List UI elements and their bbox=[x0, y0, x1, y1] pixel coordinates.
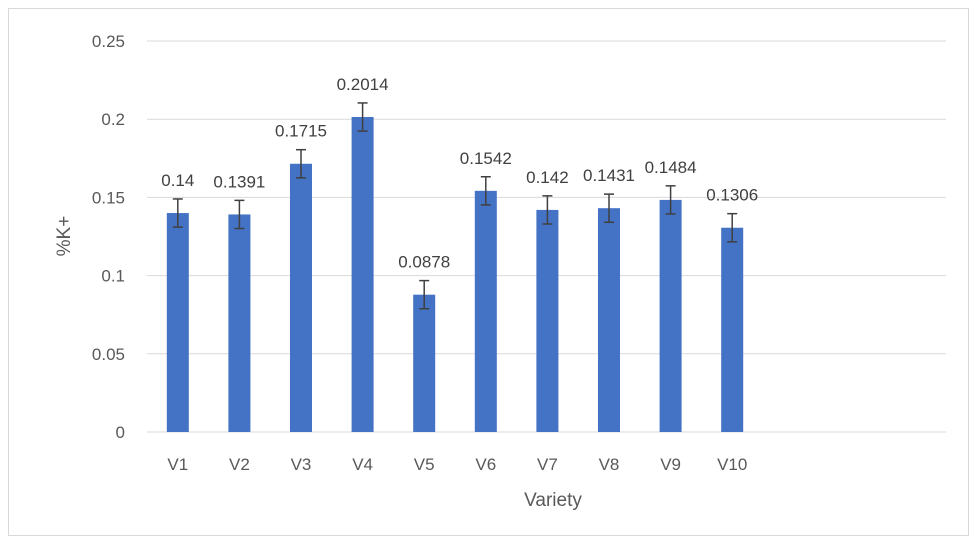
bars bbox=[166, 117, 744, 433]
data-label: 0.0878 bbox=[398, 253, 450, 272]
x-tick-label: V6 bbox=[475, 455, 496, 474]
data-label: 0.1431 bbox=[583, 166, 635, 185]
data-label: 0.14 bbox=[161, 171, 194, 190]
bar bbox=[290, 163, 312, 433]
bar bbox=[474, 190, 497, 432]
x-tick-label: V4 bbox=[352, 455, 373, 474]
bar bbox=[598, 208, 620, 432]
y-tick-label: 0.05 bbox=[92, 345, 125, 364]
y-axis-title: %K+ bbox=[54, 216, 75, 257]
y-tick-label: 0 bbox=[116, 423, 125, 442]
y-tick-label: 0.2 bbox=[101, 110, 125, 129]
x-axis-title: Variety bbox=[524, 490, 582, 511]
error-bar bbox=[234, 199, 245, 230]
error-bar bbox=[604, 193, 614, 224]
y-tick-label: 0.15 bbox=[92, 188, 125, 207]
error-bars bbox=[172, 102, 738, 310]
error-bar bbox=[727, 212, 738, 243]
error-bar bbox=[480, 176, 491, 206]
error-bar bbox=[665, 185, 676, 215]
x-tick-label: V7 bbox=[537, 455, 558, 474]
error-bar bbox=[296, 148, 306, 179]
bar bbox=[166, 213, 189, 432]
data-label: 0.1391 bbox=[213, 172, 265, 191]
bar bbox=[536, 209, 559, 432]
data-labels: 0.14 0.1391 0.1715 0.2014 0.0878 0.1542 0.142 0… bbox=[161, 75, 758, 272]
error-bar bbox=[357, 102, 368, 132]
y-axis-ticks: 0 0.05 0.1 0.15 0.2 0.25 bbox=[92, 32, 125, 442]
x-tick-label: V1 bbox=[167, 455, 188, 474]
data-label: 0.1484 bbox=[645, 158, 697, 177]
data-label: 0.1715 bbox=[275, 122, 327, 141]
bar bbox=[351, 117, 374, 432]
data-label: 0.1542 bbox=[460, 149, 512, 168]
y-tick-label: 0.1 bbox=[101, 267, 125, 286]
bar bbox=[228, 214, 251, 432]
x-tick-label: V8 bbox=[599, 455, 620, 474]
data-label: 0.2014 bbox=[337, 75, 389, 94]
x-tick-label: V9 bbox=[660, 455, 681, 474]
x-tick-label: V3 bbox=[291, 455, 312, 474]
x-axis-ticks: V1 V2 V3 V4 V5 V6 V7 V8 V9 V10 bbox=[167, 455, 747, 474]
x-tick-label: V2 bbox=[229, 455, 250, 474]
bar bbox=[659, 199, 682, 432]
bar bbox=[721, 227, 744, 432]
data-label: 0.1306 bbox=[706, 186, 758, 205]
error-bar bbox=[419, 279, 430, 310]
bar bbox=[413, 294, 436, 432]
x-tick-label: V10 bbox=[717, 455, 747, 474]
gridlines bbox=[147, 40, 946, 433]
y-tick-label: 0.25 bbox=[92, 32, 125, 51]
error-bar bbox=[172, 198, 183, 228]
data-label: 0.142 bbox=[526, 168, 569, 187]
error-bar bbox=[542, 195, 553, 225]
x-tick-label: V5 bbox=[414, 455, 435, 474]
